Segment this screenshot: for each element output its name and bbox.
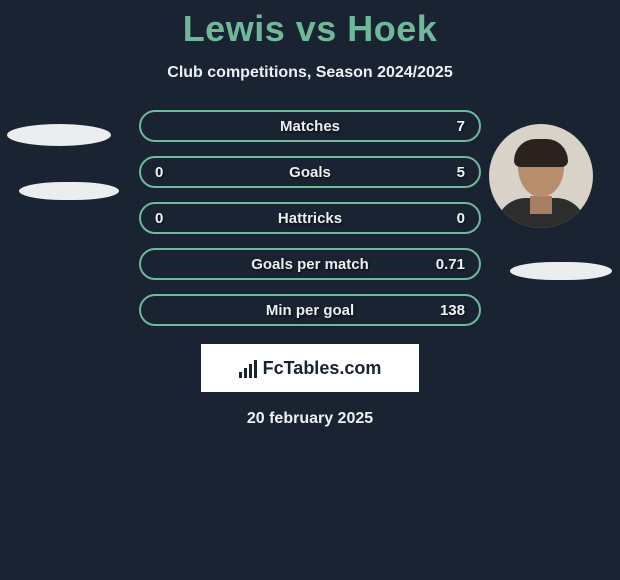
stat-right-value: 5 <box>435 164 465 181</box>
stat-right-value: 138 <box>435 302 465 319</box>
stat-left-value: 0 <box>155 164 185 181</box>
stat-row: Matches 7 <box>139 110 481 142</box>
stat-right-value: 0 <box>435 210 465 227</box>
stat-row: 0 Hattricks 0 <box>139 202 481 234</box>
stat-label: Hattricks <box>278 210 342 227</box>
comparison-card: Lewis vs Hoek Club competitions, Season … <box>0 0 620 428</box>
stat-left-value: 0 <box>155 210 185 227</box>
date-text: 20 february 2025 <box>247 410 373 428</box>
stat-row: 0 Goals 5 <box>139 156 481 188</box>
stat-label: Min per goal <box>266 302 354 319</box>
stat-label: Goals <box>289 164 331 181</box>
stat-row: Goals per match 0.71 <box>139 248 481 280</box>
brand-text: FcTables.com <box>263 358 382 379</box>
brand-badge: FcTables.com <box>201 344 419 392</box>
stat-right-value: 0.71 <box>435 256 465 273</box>
stats-list: Matches 7 0 Goals 5 0 Hattricks 0 Goals … <box>0 110 620 326</box>
page-title: Lewis vs Hoek <box>183 8 438 50</box>
subtitle: Club competitions, Season 2024/2025 <box>167 64 452 82</box>
stat-label: Goals per match <box>251 256 369 273</box>
stat-right-value: 7 <box>435 118 465 135</box>
stat-label: Matches <box>280 118 340 135</box>
stat-row: Min per goal 138 <box>139 294 481 326</box>
bar-chart-icon <box>239 358 257 378</box>
